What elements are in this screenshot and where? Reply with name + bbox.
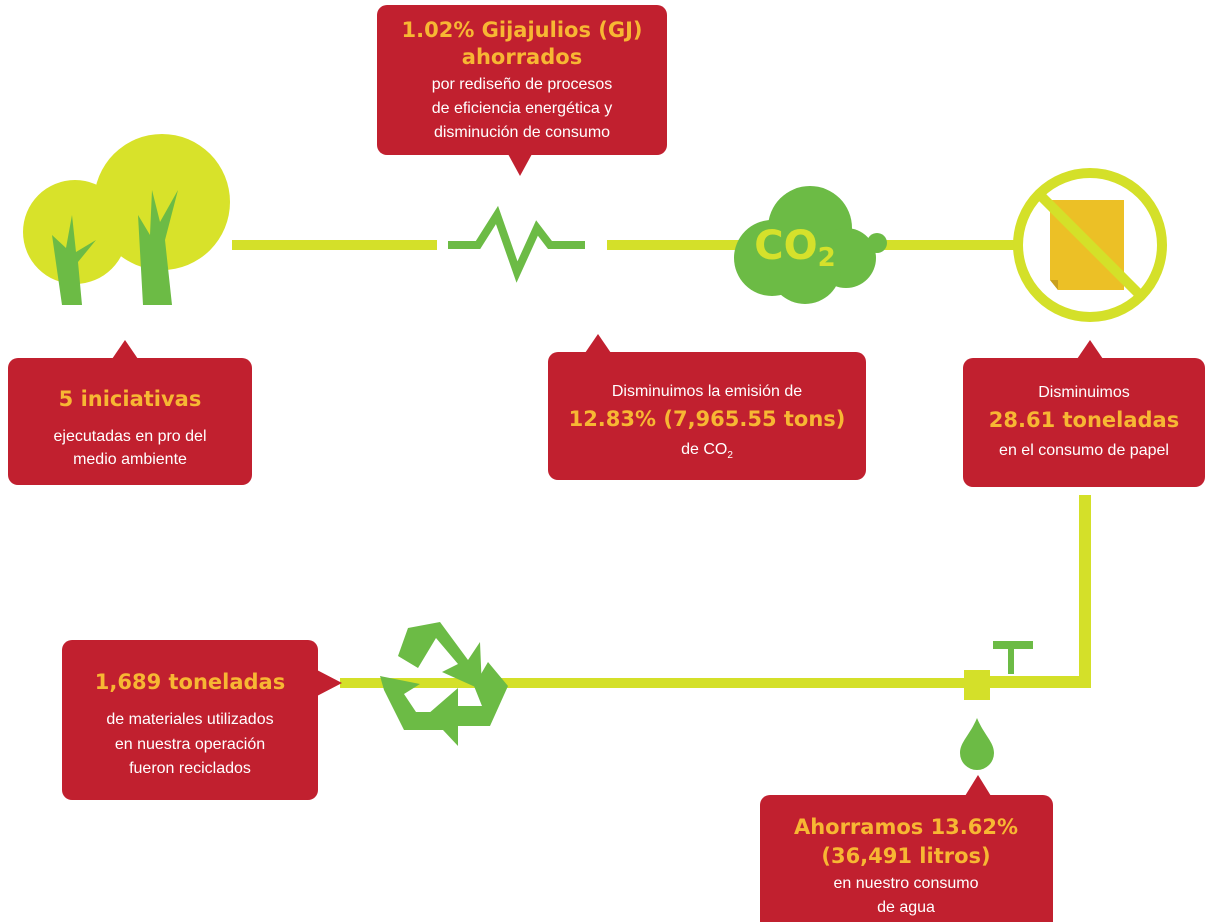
body-text: medio ambiente [73,451,187,468]
body-text: en nuestro consumo [834,875,979,892]
faucet-icon [960,641,1033,770]
body-text: en nuestra operación [115,736,265,753]
recycling-callout: 1,689 toneladas de materiales utilizados… [62,640,342,800]
page: CO2 1.02% Gijajulios (GJ) ahorrados por … [0,0,1208,922]
body-text: de materiales utilizados [106,711,273,728]
body-text: de CO2 [681,441,733,460]
body-text: fueron reciclados [129,760,251,777]
subscript: 2 [727,450,733,461]
emissions-callout: Disminuimos la emisión de 12.83% (7,965.… [548,334,866,480]
energy-callout: 1.02% Gijajulios (GJ) ahorrados por redi… [377,5,667,176]
paper-callout: Disminuimos 28.61 toneladas en el consum… [963,340,1205,487]
highlight: 1.02% Gijajulios (GJ) [402,18,643,42]
body-text: Disminuimos [1038,384,1130,401]
water-callout: Ahorramos 13.62% (36,491 litros) en nues… [760,775,1053,922]
body-text: de eficiencia energética y [432,100,613,117]
body-text: de CO [681,441,727,458]
energy-icon [448,215,585,272]
highlight: 28.61 toneladas [989,408,1179,432]
body-text: por rediseño de procesos [432,76,613,93]
body-text: disminución de consumo [434,124,610,141]
highlight: 12.83% (7,965.55 tons) [569,407,846,431]
co2-text: CO [754,223,817,269]
initiatives-callout: 5 iniciativas ejecutadas en pro del medi… [8,340,252,485]
body-text: de agua [877,899,935,916]
co2-sub: 2 [818,243,836,273]
body-text: en el consumo de papel [999,442,1169,459]
co2-icon: CO2 [734,186,887,304]
highlight: 1,689 toneladas [95,670,285,694]
body-text: ejecutadas en pro del [54,428,207,445]
paper-icon [1018,173,1162,317]
highlight: ahorrados [462,45,582,69]
highlight: (36,491 litros) [821,844,990,868]
trees-icon [23,134,230,305]
body-text: Disminuimos la emisión de [612,383,802,400]
highlight: Ahorramos 13.62% [794,815,1018,839]
highlight: 5 iniciativas [59,387,202,411]
infographic: CO2 1.02% Gijajulios (GJ) ahorrados por … [0,0,1208,922]
